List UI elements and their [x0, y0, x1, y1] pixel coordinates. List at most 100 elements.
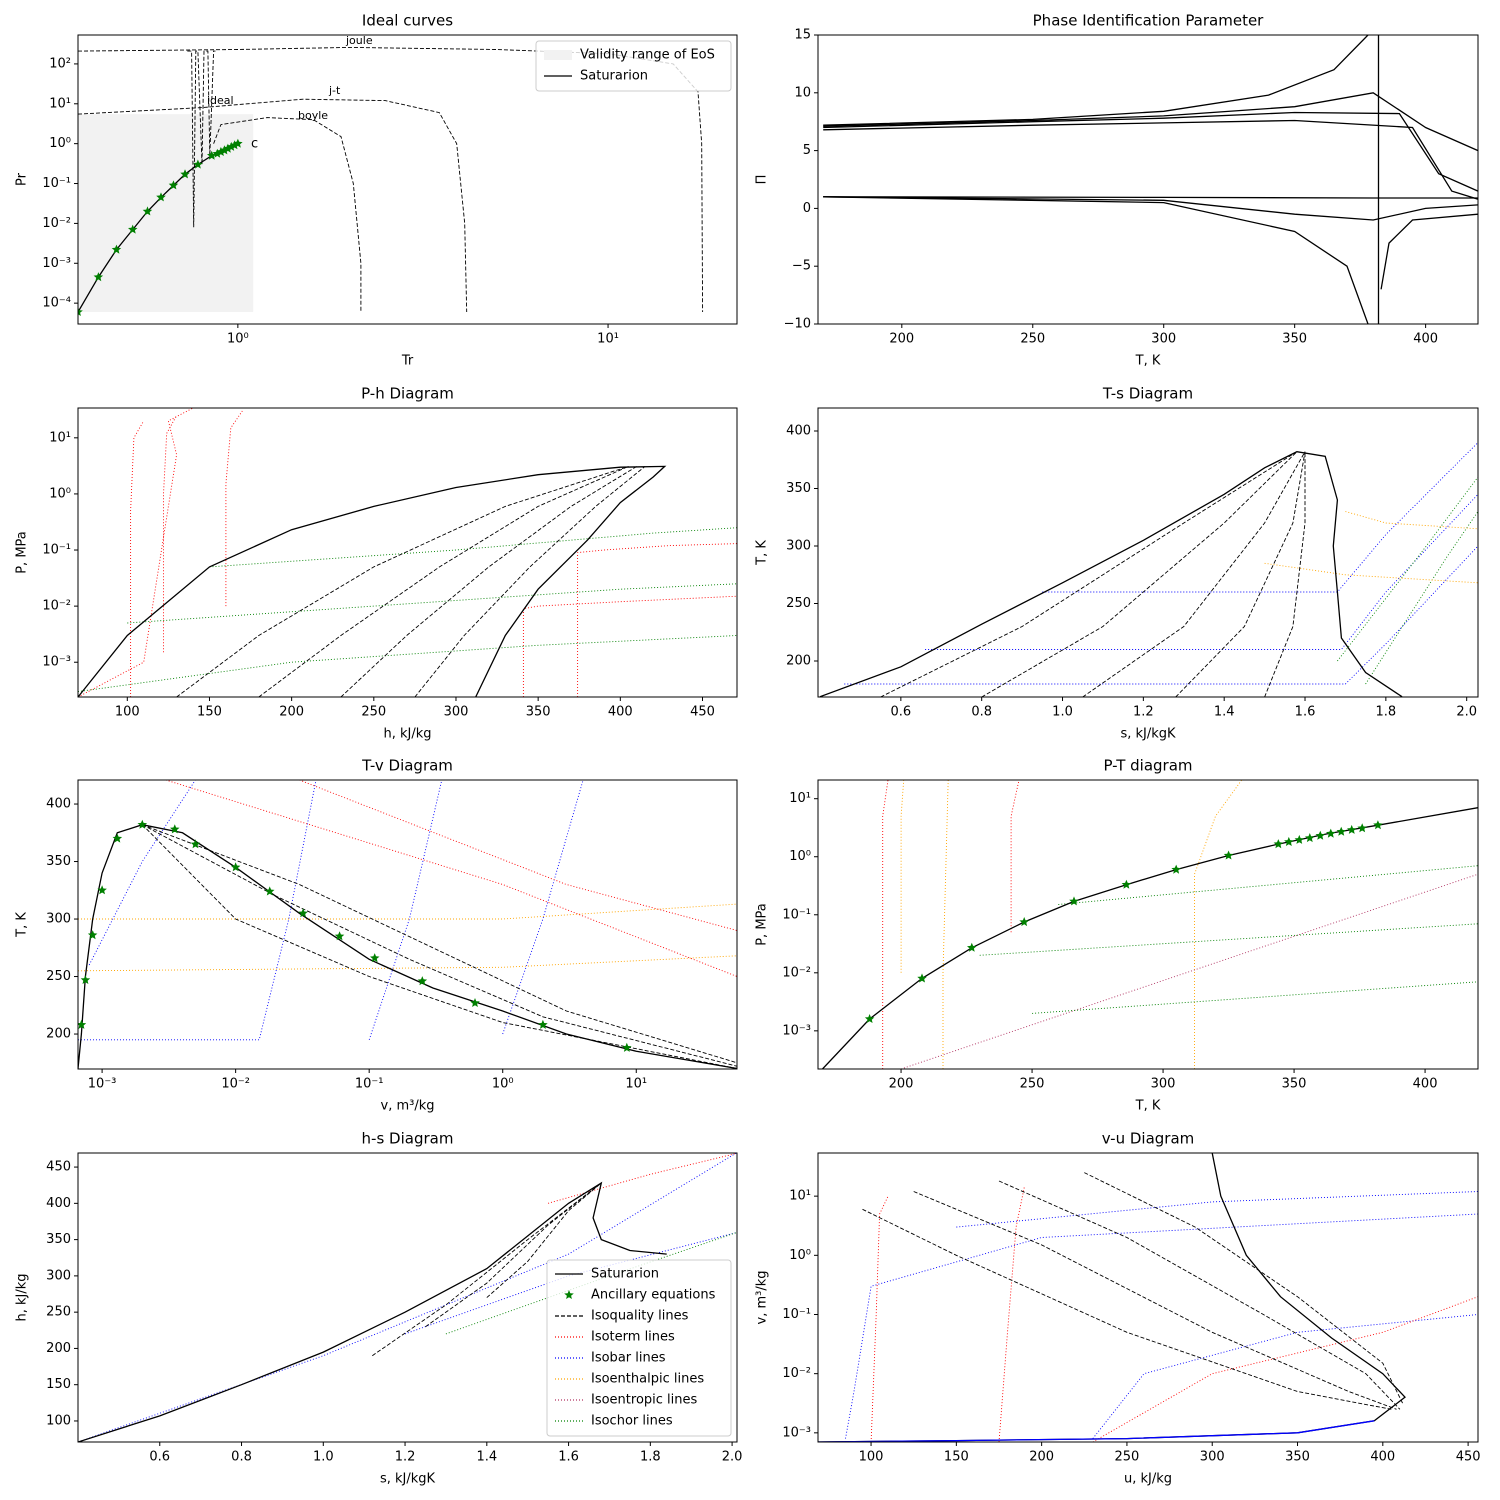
x-tick-label: 1.8	[1376, 705, 1397, 720]
axes-frame	[817, 1152, 1479, 1443]
curve	[823, 196, 1478, 199]
star-marker	[128, 224, 138, 234]
star-marker	[1347, 824, 1357, 834]
y-tick-label: 300	[786, 539, 811, 554]
y-tick-label: 350	[46, 854, 71, 869]
plot-area	[822, 780, 1478, 1069]
star-marker	[226, 141, 236, 151]
x-axis-label: Tr	[401, 354, 414, 369]
star-marker	[168, 180, 179, 190]
legend-label: Saturarion	[580, 69, 648, 84]
curve	[1082, 451, 1306, 697]
curve	[818, 1420, 1375, 1442]
x-tick-label: 0.6	[891, 705, 912, 720]
y-axis-label: h, kJ/kg	[15, 1273, 30, 1321]
y-tick-label: 10⁰	[49, 486, 71, 501]
curve	[1092, 1296, 1478, 1442]
annotation: j-t	[328, 84, 341, 97]
x-tick-label: 350	[1282, 332, 1307, 347]
y-tick-label: 300	[46, 912, 71, 927]
subplot: 10⁻³ 10⁻² 10⁻¹ 10⁰ 10¹ 200 250 300 350 400 T-v Dia…	[15, 757, 738, 1114]
legend-label: Isoquality lines	[591, 1309, 689, 1324]
star-marker	[1326, 828, 1336, 838]
axes-frame	[77, 779, 738, 1070]
curve	[225, 410, 243, 607]
y-tick-label: 5	[803, 143, 811, 158]
curve	[998, 1185, 1026, 1442]
x-tick-label: 350	[1285, 1450, 1310, 1465]
legend-swatch	[564, 1290, 574, 1299]
curve	[88, 780, 196, 966]
curve	[819, 451, 1403, 697]
curve	[414, 466, 646, 697]
chart-title: T-v Diagram	[361, 757, 453, 775]
y-tick-label: 10⁰	[789, 849, 811, 864]
x-tick-label: 100	[115, 705, 140, 720]
annotation: boyle	[298, 109, 328, 122]
y-tick-label: 10	[794, 85, 811, 100]
curve	[176, 465, 629, 697]
star-marker	[1121, 879, 1132, 889]
star-marker	[212, 148, 223, 158]
star-marker	[1305, 833, 1315, 843]
curve	[141, 824, 737, 1069]
y-tick-label: 250	[46, 969, 71, 984]
star-marker	[417, 976, 428, 986]
curve	[998, 1180, 1401, 1410]
star-marker	[1315, 830, 1325, 840]
star-marker	[1171, 864, 1181, 874]
star-marker	[78, 307, 83, 316]
star-marker	[1336, 826, 1346, 836]
x-tick-label: 200	[279, 705, 304, 720]
curve	[1032, 981, 1478, 1014]
y-tick-label: 10⁻¹	[782, 907, 811, 922]
x-tick-label: 10⁰	[492, 1077, 514, 1092]
y-tick-label: 350	[46, 1232, 71, 1247]
legend-label: Saturarion	[591, 1267, 659, 1282]
curve	[823, 119, 1478, 200]
legend-label: Isoenthalpic lines	[591, 1372, 704, 1387]
curve	[486, 1182, 602, 1298]
x-tick-label: 10⁻¹	[355, 1077, 384, 1092]
star-marker	[156, 192, 166, 202]
star-marker	[93, 272, 104, 282]
plot-area	[78, 46, 704, 316]
y-tick-label: 150	[46, 1377, 71, 1392]
star-marker	[1223, 850, 1234, 860]
star-marker	[87, 930, 98, 940]
star-marker	[78, 1019, 87, 1029]
plot-area	[78, 408, 737, 697]
x-tick-label: 2.0	[722, 1450, 743, 1465]
curve	[368, 780, 443, 1040]
star-marker	[265, 886, 275, 896]
x-tick-label: 250	[1020, 332, 1045, 347]
curve	[404, 1231, 737, 1335]
y-tick-label: −5	[792, 259, 811, 274]
star-marker	[370, 953, 380, 963]
curve	[1092, 1314, 1478, 1439]
curve	[913, 1191, 1397, 1410]
x-tick-label: 10¹	[597, 332, 619, 347]
star-marker	[80, 975, 91, 984]
y-tick-label: 350	[786, 481, 811, 496]
x-tick-label: 200	[1029, 1450, 1054, 1465]
legend-label: Isoterm lines	[591, 1330, 675, 1345]
curve	[1264, 562, 1478, 584]
curve	[299, 780, 737, 931]
curve	[502, 780, 584, 1035]
star-marker	[97, 885, 107, 895]
curve	[78, 1181, 667, 1442]
y-tick-label: 10⁻²	[782, 965, 811, 980]
axes-frame	[77, 1152, 738, 1443]
star-marker	[864, 1014, 875, 1023]
y-tick-label: 10⁻³	[782, 1425, 811, 1440]
curve	[981, 451, 1298, 697]
subplot: 200 250 300 350 400 −10 −5 0 5 10 15 Phase Identifi…	[755, 12, 1479, 369]
curve	[1264, 451, 1306, 697]
star-marker	[180, 169, 190, 179]
legend-swatch	[544, 50, 572, 60]
curve	[823, 111, 1478, 192]
x-tick-label: 300	[1151, 332, 1176, 347]
axes-frame	[817, 34, 1479, 325]
curve	[78, 955, 737, 972]
